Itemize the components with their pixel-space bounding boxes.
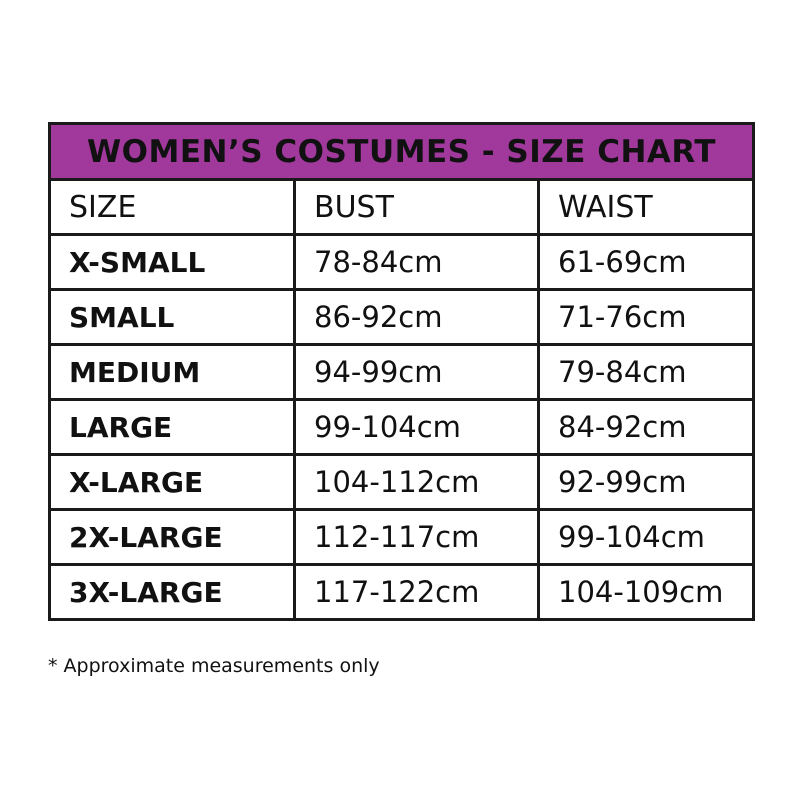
- size-chart-table: WOMEN’S COSTUMES - SIZE CHART SIZE BUST …: [47, 122, 756, 621]
- table-row: X-SMALL 78-84cm 61-69cm: [48, 233, 756, 291]
- cell-waist: 104-109cm: [536, 563, 756, 621]
- cell-size: LARGE: [48, 398, 296, 456]
- column-header-bust: BUST: [293, 178, 540, 236]
- table-row: MEDIUM 94-99cm 79-84cm: [48, 343, 756, 401]
- cell-bust: 94-99cm: [293, 343, 540, 401]
- table-row: LARGE 99-104cm 84-92cm: [48, 398, 756, 456]
- cell-waist: 61-69cm: [536, 233, 756, 291]
- header-row: SIZE BUST WAIST: [48, 178, 756, 236]
- cell-bust: 112-117cm: [293, 508, 540, 566]
- table-title: WOMEN’S COSTUMES - SIZE CHART: [47, 122, 756, 181]
- table-row: SMALL 86-92cm 71-76cm: [48, 288, 756, 346]
- cell-size: 3X-LARGE: [48, 563, 296, 621]
- footnote: * Approximate measurements only: [48, 655, 380, 677]
- table-row: X-LARGE 104-112cm 92-99cm: [48, 453, 756, 511]
- cell-waist: 71-76cm: [536, 288, 756, 346]
- cell-waist: 79-84cm: [536, 343, 756, 401]
- cell-bust: 117-122cm: [293, 563, 540, 621]
- cell-size: X-SMALL: [48, 233, 296, 291]
- table-row: 2X-LARGE 112-117cm 99-104cm: [48, 508, 756, 566]
- cell-size: X-LARGE: [48, 453, 296, 511]
- column-header-waist: WAIST: [536, 178, 756, 236]
- column-header-size: SIZE: [48, 178, 296, 236]
- cell-waist: 99-104cm: [536, 508, 756, 566]
- cell-waist: 84-92cm: [536, 398, 756, 456]
- cell-bust: 78-84cm: [293, 233, 540, 291]
- cell-size: 2X-LARGE: [48, 508, 296, 566]
- cell-bust: 104-112cm: [293, 453, 540, 511]
- cell-bust: 99-104cm: [293, 398, 540, 456]
- cell-size: SMALL: [48, 288, 296, 346]
- table-row: 3X-LARGE 117-122cm 104-109cm: [48, 563, 756, 621]
- cell-waist: 92-99cm: [536, 453, 756, 511]
- cell-size: MEDIUM: [48, 343, 296, 401]
- cell-bust: 86-92cm: [293, 288, 540, 346]
